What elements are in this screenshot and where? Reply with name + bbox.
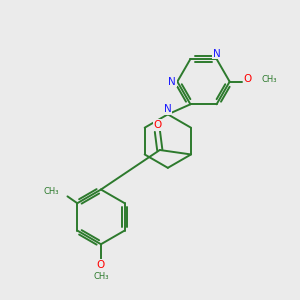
Text: O: O (97, 260, 105, 270)
Text: CH₃: CH₃ (93, 272, 109, 281)
Text: N: N (213, 49, 220, 58)
Text: CH₃: CH₃ (44, 187, 59, 196)
Text: N: N (164, 104, 172, 114)
Text: N: N (168, 76, 176, 87)
Text: CH₃: CH₃ (262, 75, 277, 84)
Text: O: O (153, 120, 161, 130)
Text: O: O (243, 74, 252, 84)
